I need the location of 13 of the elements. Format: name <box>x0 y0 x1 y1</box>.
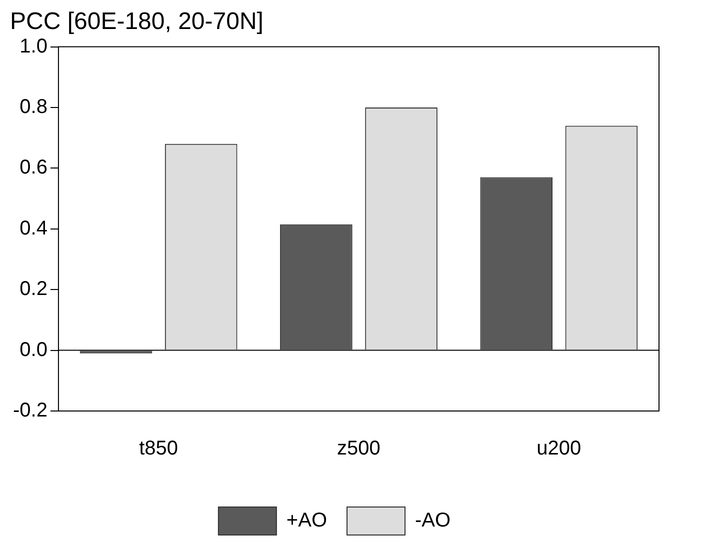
x-tick-label: t850 <box>139 438 178 460</box>
x-tick-label: u200 <box>536 438 582 460</box>
x-tick-label: z500 <box>337 438 380 460</box>
legend-label: -AO <box>415 510 451 532</box>
y-tick-label: 0.2 <box>20 278 48 300</box>
legend-label: +AO <box>286 510 328 532</box>
y-tick-label: 0.6 <box>20 156 48 179</box>
y-tick-label: -0.2 <box>12 400 48 422</box>
y-tick-label: 0.4 <box>20 217 48 240</box>
y-tick-label: 0.0 <box>20 338 48 361</box>
y-tick-label: 0.8 <box>20 96 48 118</box>
chart-title: PCC [60E-180, 20-70N] <box>10 8 264 36</box>
y-tick-label: 1.0 <box>20 35 48 58</box>
